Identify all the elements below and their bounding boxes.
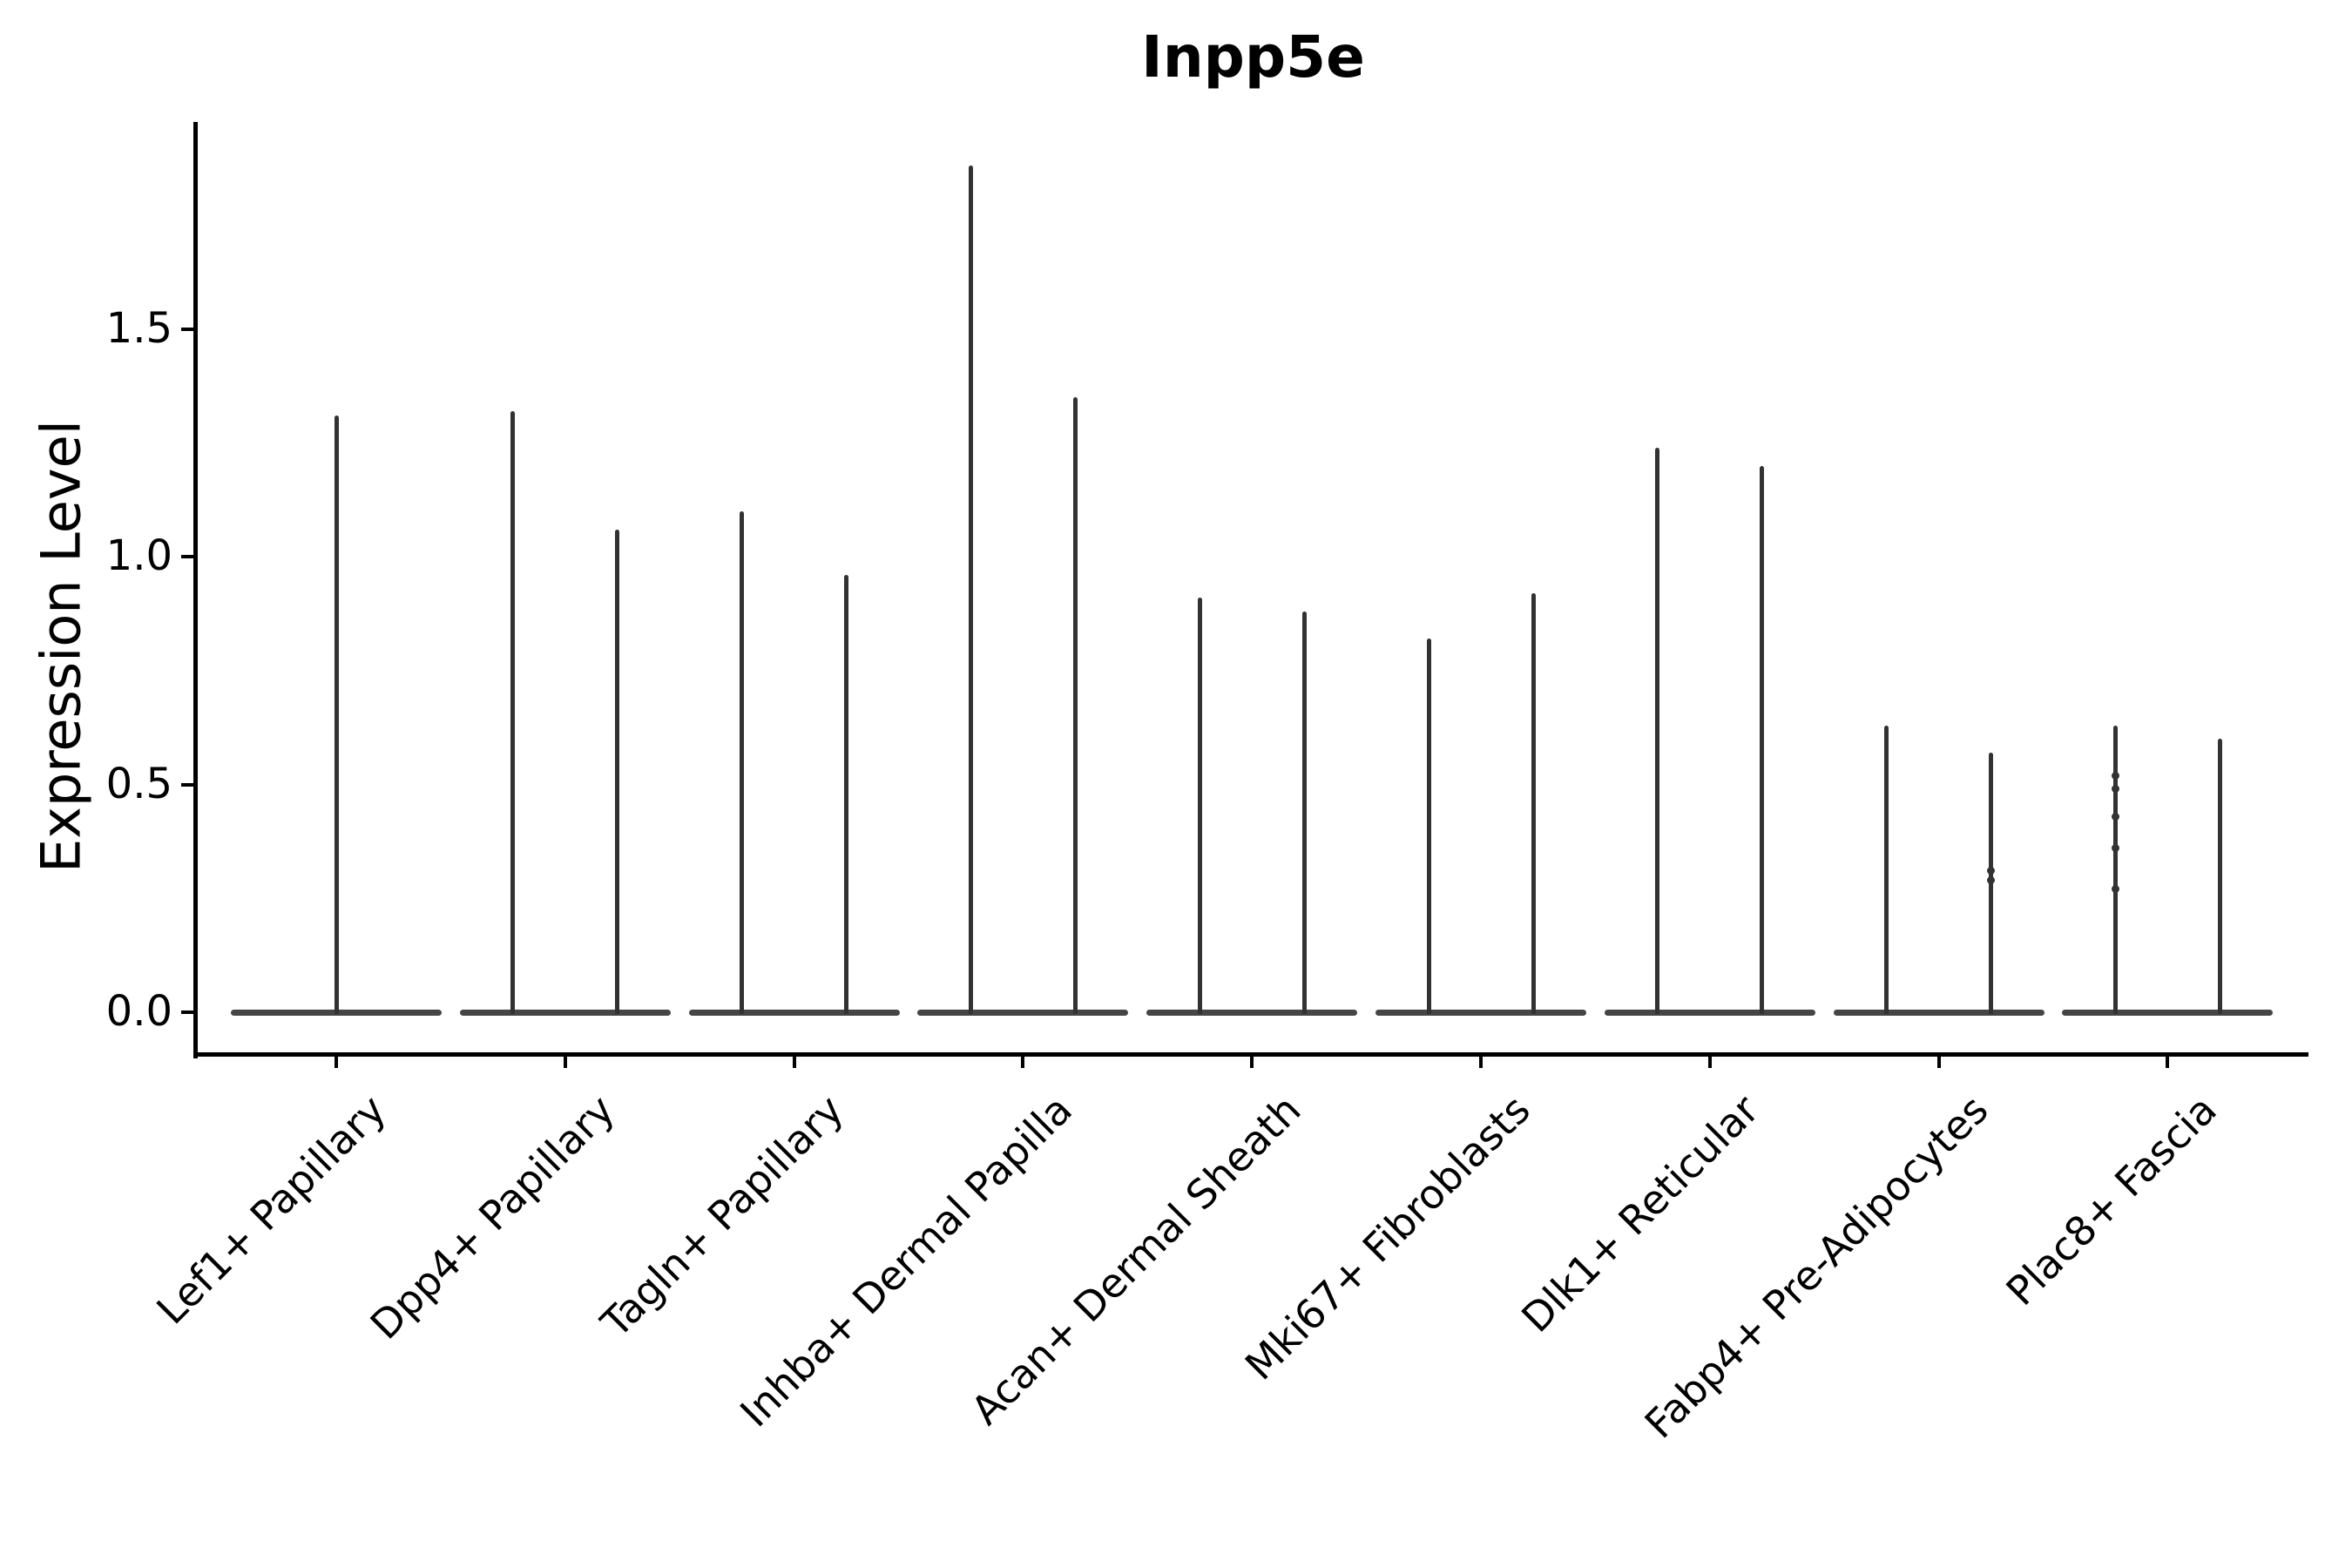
violin-spike [1760,465,1765,1014]
violin-spike [1072,397,1078,1014]
violin-point [2111,771,2119,780]
violin-spike [740,511,745,1014]
x-tick-label: Dpp4+ Papillary [361,1085,624,1348]
y-axis-label: Expression Level [29,420,93,873]
violin-spike [1426,639,1431,1014]
violin-spike [334,416,339,1014]
violin-spike [1197,598,1202,1014]
x-tick [335,1054,338,1068]
y-tick [181,1010,193,1014]
x-tick [792,1054,796,1068]
violin-spike [1884,725,1889,1014]
violin-point [2111,844,2119,853]
violin-spike [844,575,849,1014]
violin-point [2111,785,2119,794]
violin-point [1987,875,1996,884]
violin-base [1146,1010,1358,1016]
violin-spike [1301,612,1307,1014]
x-tick [2166,1054,2170,1068]
chart-title: Inpp5e [1141,24,1365,91]
violin-spike [615,529,620,1014]
violin-spike [510,411,516,1014]
x-tick [1479,1054,1483,1068]
x-tick [1707,1054,1712,1068]
violin-spike [2217,739,2222,1014]
violin-spike [968,165,973,1014]
y-tick-label: 0.0 [105,987,172,1036]
y-tick-label: 1.5 [105,303,172,353]
y-tick [181,327,193,331]
x-tick [1021,1054,1025,1068]
y-tick-label: 0.5 [105,759,172,808]
x-tick-label: Plac8+ Fascia [1997,1085,2227,1315]
x-tick [563,1054,567,1068]
x-tick [1250,1054,1254,1068]
violin-base [459,1010,671,1016]
x-tick [1936,1054,1941,1068]
y-axis-spine [193,122,198,1058]
x-tick-label: Dlk1+ Reticular [1512,1085,1768,1342]
x-tick-label: Lef1+ Papillary [146,1085,395,1334]
y-tick [181,555,193,559]
violin-spike [2112,725,2118,1014]
x-tick-label: Tagln+ Papillary [591,1085,853,1347]
violin-point [1987,867,1996,875]
violin-point [2111,812,2119,821]
violin-base [1833,1010,2044,1016]
violin-base [1604,1010,1815,1016]
violin-base [1375,1010,1586,1016]
violin-base [2062,1010,2274,1016]
y-tick-label: 1.0 [105,531,172,581]
violin-base [917,1010,1129,1016]
violin-spike [1655,447,1660,1014]
violin-spike [1531,593,1536,1014]
y-tick [181,782,193,787]
violin-point [2111,885,2119,894]
violin-base [688,1010,900,1016]
